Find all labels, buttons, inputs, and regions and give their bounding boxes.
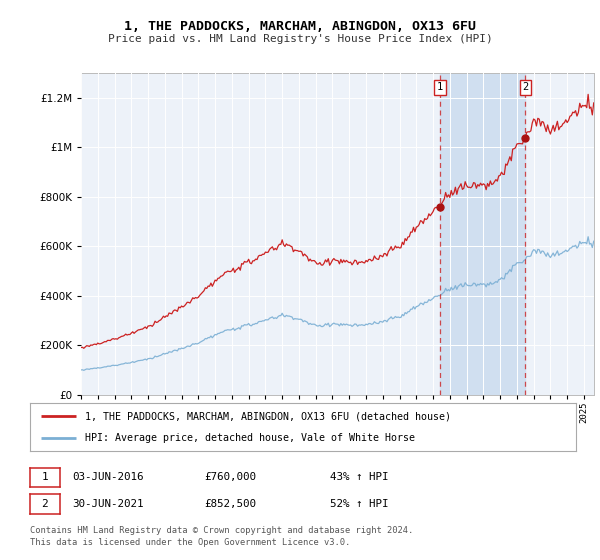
Text: This data is licensed under the Open Government Licence v3.0.: This data is licensed under the Open Gov…: [30, 538, 350, 547]
Text: Price paid vs. HM Land Registry's House Price Index (HPI): Price paid vs. HM Land Registry's House …: [107, 34, 493, 44]
Text: 1: 1: [437, 82, 443, 92]
Text: £760,000: £760,000: [204, 472, 256, 482]
Text: 30-JUN-2021: 30-JUN-2021: [72, 499, 143, 509]
Text: Contains HM Land Registry data © Crown copyright and database right 2024.: Contains HM Land Registry data © Crown c…: [30, 526, 413, 535]
Text: 2: 2: [41, 499, 49, 509]
Text: 1, THE PADDOCKS, MARCHAM, ABINGDON, OX13 6FU: 1, THE PADDOCKS, MARCHAM, ABINGDON, OX13…: [124, 20, 476, 32]
Bar: [440, 73, 525, 395]
Text: £852,500: £852,500: [204, 499, 256, 509]
Text: HPI: Average price, detached house, Vale of White Horse: HPI: Average price, detached house, Vale…: [85, 433, 415, 443]
Text: 03-JUN-2016: 03-JUN-2016: [72, 472, 143, 482]
Text: 2: 2: [522, 82, 529, 92]
Text: 1, THE PADDOCKS, MARCHAM, ABINGDON, OX13 6FU (detached house): 1, THE PADDOCKS, MARCHAM, ABINGDON, OX13…: [85, 411, 451, 421]
Text: 43% ↑ HPI: 43% ↑ HPI: [330, 472, 389, 482]
Text: 1: 1: [41, 472, 49, 482]
Text: 52% ↑ HPI: 52% ↑ HPI: [330, 499, 389, 509]
